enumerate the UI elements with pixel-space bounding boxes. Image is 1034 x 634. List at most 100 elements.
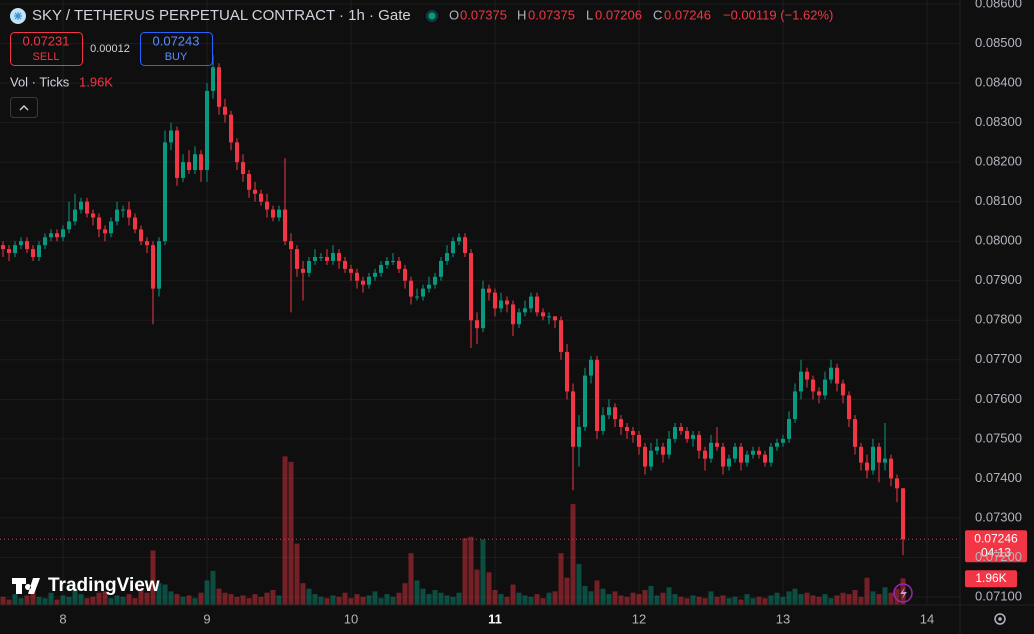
volume-bar (240, 595, 246, 605)
candle-body (271, 209, 275, 218)
collapse-button[interactable] (10, 97, 38, 118)
x-tick-label: 12 (632, 611, 646, 626)
ohlc-label: L (586, 7, 593, 22)
volume-bar (738, 599, 744, 605)
volume-bar (750, 598, 756, 605)
candle-body (403, 268, 407, 281)
volume-bar (654, 595, 660, 605)
volume-bar (870, 591, 876, 605)
candle-body (145, 241, 149, 246)
volume-bar (342, 592, 348, 605)
volume-bar (894, 588, 900, 605)
volume-bar (774, 592, 780, 605)
candle-body (253, 189, 257, 194)
volume-bar (624, 596, 630, 605)
volume-bar (534, 594, 540, 605)
volume-bar (120, 596, 126, 605)
candle-body (463, 237, 467, 254)
volume-pane (0, 456, 906, 605)
alert-icon[interactable] (893, 583, 913, 603)
volume-bar (696, 596, 702, 605)
y-tick-label: 0.08100 (975, 193, 1022, 208)
candle-body (829, 367, 833, 380)
candle-body (61, 229, 65, 238)
candle-body (577, 427, 581, 447)
candle-body (841, 383, 845, 396)
volume-bar (432, 590, 438, 605)
candle-body (613, 407, 617, 420)
volume-bar (282, 456, 288, 605)
volume-bar (324, 598, 330, 605)
sell-button[interactable] (10, 32, 83, 66)
candle-body (553, 316, 557, 321)
volume-bar (636, 594, 642, 605)
volume-bar (84, 598, 90, 605)
volume-bar (486, 572, 492, 605)
volume-bar (378, 598, 384, 605)
volume-bar (804, 592, 810, 605)
y-tick-label: 0.08400 (975, 75, 1022, 90)
y-tick-label: 0.07300 (975, 509, 1022, 524)
candle-body (433, 276, 437, 285)
volume-bar (708, 591, 714, 605)
candle-body (49, 233, 53, 238)
volume-bar (354, 594, 360, 605)
ohlc-value: 0.07375 (460, 7, 507, 22)
candle-body (601, 415, 605, 431)
volume-legend-label: Vol · Ticks (10, 74, 70, 89)
candle-body (799, 371, 803, 392)
candle-body (439, 260, 443, 277)
sell-price: 0.07231 (23, 33, 70, 48)
candle-body (337, 253, 341, 261)
candle-body (583, 375, 587, 428)
x-tick-label: 8 (59, 611, 66, 626)
volume-bar (528, 596, 534, 605)
symbol-icon-glyph (14, 12, 22, 20)
alert-glyph (900, 587, 907, 599)
settings-icon-center (998, 617, 1002, 621)
volume-bar (258, 596, 264, 605)
volume-bar (306, 588, 312, 605)
candle-body (157, 241, 161, 289)
price-tag-countdown: 04:13 (981, 545, 1011, 559)
ohlc-label: C (653, 7, 662, 22)
candle-body (199, 154, 203, 171)
volume-bar (114, 595, 120, 605)
volume-bar (690, 595, 696, 605)
volume-bar (780, 596, 786, 605)
buy-button[interactable] (140, 32, 213, 66)
candle-body (493, 292, 497, 309)
x-tick-label: 13 (776, 611, 790, 626)
volume-bar (450, 596, 456, 605)
volume-bar (150, 550, 156, 605)
y-tick-label: 0.07500 (975, 430, 1022, 445)
candle-body (379, 264, 383, 273)
candle-body (499, 300, 503, 309)
candle-body (43, 237, 47, 246)
volume-bar (48, 592, 54, 605)
volume-bar (714, 596, 720, 605)
candle-body (91, 213, 95, 218)
x-tick-label: 11 (488, 611, 502, 626)
volume-bar (78, 594, 84, 605)
y-tick-label: 0.07100 (975, 588, 1022, 603)
settings-icon[interactable] (994, 613, 1006, 625)
candle-body (487, 288, 491, 293)
candle-body (349, 268, 353, 273)
candle-body (301, 268, 305, 273)
candle-body (697, 434, 701, 451)
volume-bar (414, 580, 420, 605)
volume-bar (198, 592, 204, 605)
volume-bar (822, 594, 828, 605)
volume-bar (882, 587, 888, 605)
candle-body (13, 245, 17, 254)
candle-body (859, 446, 863, 463)
volume-bar (372, 591, 378, 605)
volume-bar (564, 577, 570, 605)
volume-bar (468, 536, 474, 605)
volume-bar (846, 594, 852, 605)
y-tick-label: 0.07200 (975, 549, 1022, 564)
volume-bar (552, 591, 558, 605)
candle-body (619, 419, 623, 428)
